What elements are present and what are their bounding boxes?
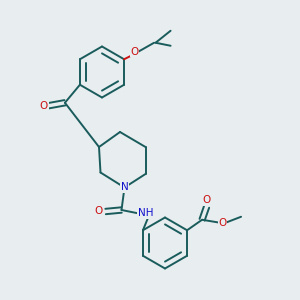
Text: O: O [202,195,211,205]
Text: O: O [94,206,103,217]
Text: O: O [40,101,48,111]
Text: O: O [130,47,139,57]
Text: NH: NH [138,208,153,218]
Text: O: O [218,218,226,228]
Text: N: N [121,182,128,193]
